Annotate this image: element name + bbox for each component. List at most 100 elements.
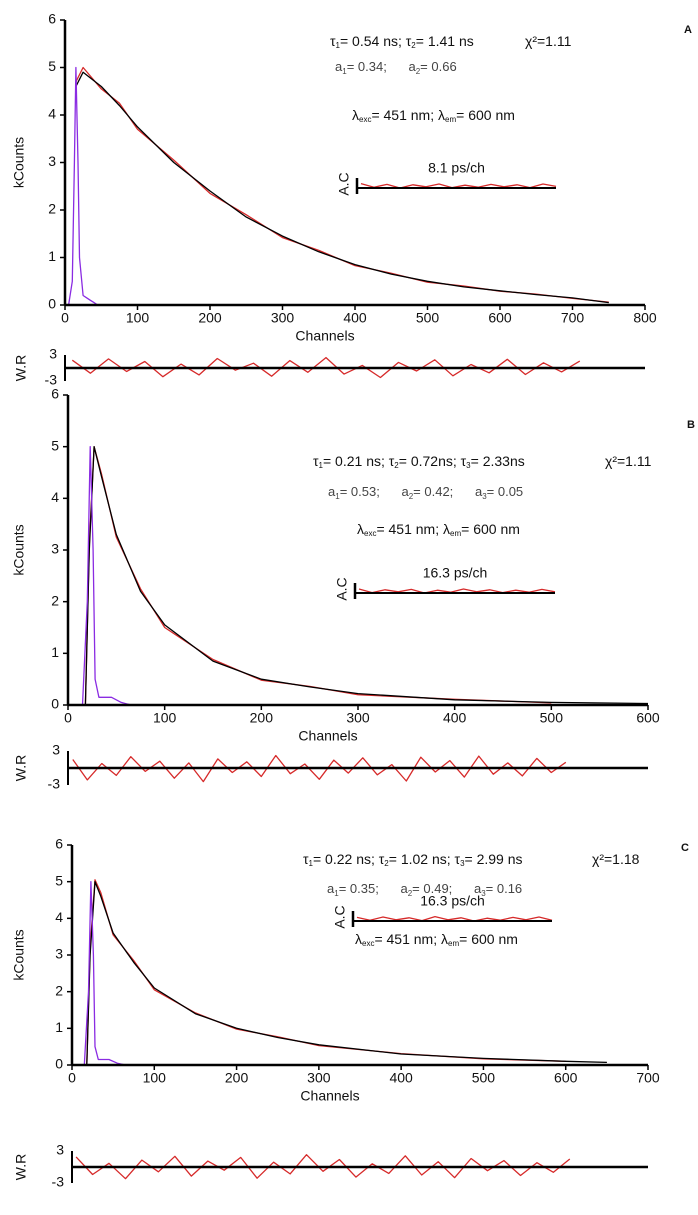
residual-tick-label: 3 (52, 742, 60, 758)
x-tick-label: 800 (633, 310, 657, 326)
x-tick-label: 500 (540, 710, 564, 726)
x-tick-label: 300 (271, 310, 295, 326)
annotation-text: = 451 nm; λ (376, 521, 450, 537)
subscript: 1 (319, 461, 324, 470)
residual-tick-label: 3 (56, 1142, 64, 1158)
x-tick-label: 0 (61, 310, 69, 326)
x-tick-label: 500 (416, 310, 440, 326)
annotation-text: λ (357, 521, 364, 537)
annotation: χ²=1.11 (605, 453, 652, 469)
annotation-text: = 0.72ns; τ (399, 453, 467, 469)
x-tick-label: 100 (126, 310, 150, 326)
subscript: 2 (384, 859, 389, 868)
y-tick-label: 6 (51, 386, 59, 402)
subscript: em (450, 529, 461, 538)
y-tick-label: 6 (55, 836, 63, 852)
x-tick-label: 200 (250, 710, 274, 726)
residual-curve (72, 754, 567, 783)
annotation-text: = 0.34; a (347, 59, 417, 74)
subscript: 2 (394, 461, 399, 470)
annotation-text: χ²=1.11 (605, 453, 652, 469)
annotation-text: = 1.41 ns (416, 33, 474, 49)
y-tick-label: 2 (55, 982, 63, 998)
annotation: a1= 0.35; a2= 0.49; a3= 0.16 (327, 881, 522, 898)
x-tick-label: 0 (68, 1070, 76, 1086)
y-tick-label: 3 (48, 153, 56, 169)
decay-curve (81, 446, 131, 706)
inset-note: 16.3 ps/ch (420, 893, 485, 909)
autocorrelation-curve (356, 915, 553, 922)
x-tick-label: 100 (143, 1070, 167, 1086)
annotation: τ1= 0.21 ns; τ2= 0.72ns; τ3= 2.33ns (313, 453, 525, 470)
annotation-text: = 2.33ns (471, 453, 525, 469)
residual-label: W.R (13, 755, 29, 781)
y-axis-label: kCounts (11, 524, 27, 575)
residual-tick-label: -3 (45, 372, 58, 388)
inset-label: A.C (336, 172, 352, 195)
autocorrelation-curve (360, 182, 557, 189)
subscript: 2 (408, 889, 413, 898)
inset-note: 16.3 ps/ch (423, 565, 488, 581)
subscript: em (445, 115, 456, 124)
panel-letter: B (687, 419, 695, 431)
annotation-text: a (335, 59, 343, 74)
x-axis-label: Channels (295, 328, 354, 344)
annotation: a1= 0.53; a2= 0.42; a3= 0.05 (328, 484, 523, 501)
inset-label: A.C (334, 577, 350, 600)
y-tick-label: 3 (51, 541, 59, 557)
x-tick-label: 600 (488, 310, 512, 326)
annotation-text: χ²=1.11 (525, 33, 572, 49)
subscript: em (448, 939, 459, 948)
annotation-text: λ (355, 931, 362, 947)
residual-label: W.R (13, 355, 29, 381)
decay-curve (75, 71, 609, 304)
panel-letter: C (681, 842, 689, 854)
subscript: exc (362, 939, 374, 948)
annotation-text: = 451 nm; λ (371, 107, 445, 123)
annotation: τ1= 0.22 ns; τ2= 1.02 ns; τ3= 2.99 ns (303, 851, 523, 868)
annotation-text: = 0.05 (487, 484, 524, 499)
y-tick-label: 1 (51, 644, 59, 660)
x-tick-label: 300 (307, 1070, 331, 1086)
subscript: 1 (309, 859, 314, 868)
decay-curve (86, 879, 566, 1066)
annotation-text: = 0.35; a (339, 881, 409, 896)
annotation: λexc= 451 nm; λem= 600 nm (355, 931, 518, 948)
annotation-text: a (327, 881, 335, 896)
y-axis-label: kCounts (11, 929, 27, 980)
annotation-text: = 600 nm (461, 521, 520, 537)
x-tick-label: 400 (343, 310, 367, 326)
annotation: a1= 0.34; a2= 0.66 (335, 59, 457, 76)
subscript: 3 (460, 859, 465, 868)
annotation: λexc= 451 nm; λem= 600 nm (357, 521, 520, 538)
annotation-text: = 451 nm; λ (374, 931, 448, 947)
y-tick-label: 4 (51, 489, 59, 505)
residual-tick-label: -3 (48, 776, 61, 792)
x-tick-label: 600 (636, 710, 660, 726)
y-tick-label: 1 (55, 1019, 63, 1035)
y-tick-label: 4 (55, 909, 63, 925)
annotation-text: τ (330, 33, 336, 49)
y-tick-label: 0 (51, 696, 59, 712)
annotation: χ²=1.11 (525, 33, 572, 49)
annotation-text: λ (352, 107, 359, 123)
annotation-text: = 0.22 ns; τ (313, 851, 385, 867)
residual-label: W.R (13, 1154, 29, 1180)
decay-curve (83, 881, 126, 1066)
annotation: τ1= 0.54 ns; τ2= 1.41 ns (330, 33, 474, 50)
residual-tick-label: -3 (52, 1174, 65, 1190)
annotation-text: = 0.53; a (340, 484, 410, 499)
decay-curve (86, 881, 607, 1066)
autocorrelation-curve (358, 588, 556, 594)
y-tick-label: 5 (55, 872, 63, 888)
annotation-text: = 0.16 (486, 881, 523, 896)
annotation-text: = 0.54 ns; τ (340, 33, 412, 49)
inset-label: A.C (332, 905, 348, 928)
y-tick-label: 5 (48, 58, 56, 74)
subscript: 2 (409, 492, 414, 501)
x-tick-label: 200 (198, 310, 222, 326)
y-tick-label: 6 (48, 11, 56, 27)
decay-curve (84, 446, 649, 706)
annotation-text: = 1.02 ns; τ (389, 851, 461, 867)
